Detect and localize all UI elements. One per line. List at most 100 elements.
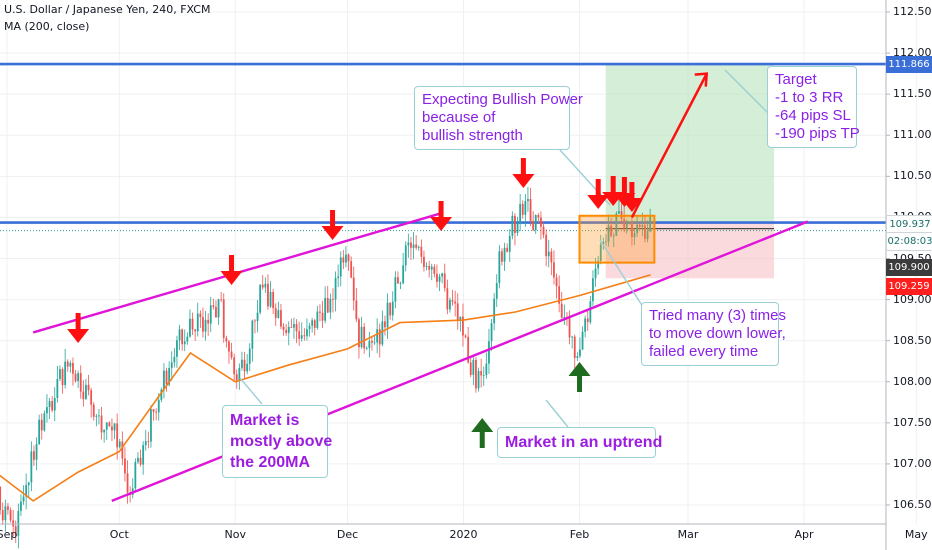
candle-body: [40, 419, 43, 431]
candle-body: [321, 312, 324, 321]
candle-body: [547, 251, 550, 257]
candle-body: [134, 462, 137, 489]
y-tick-label: 111.500: [893, 87, 932, 101]
candle-body: [303, 335, 306, 337]
y-tick-label: 107.000: [893, 456, 932, 470]
candles: [0, 187, 652, 549]
candle-body: [277, 310, 280, 318]
candle-body: [311, 320, 314, 326]
candle-body: [334, 278, 337, 300]
candle-body: [490, 323, 493, 342]
candle-body: [514, 215, 516, 233]
candle-body: [74, 373, 77, 382]
candle-body: [4, 506, 7, 521]
x-tick-label: Nov: [224, 528, 246, 541]
candle-body: [326, 297, 329, 313]
note-line: failed every time: [649, 343, 759, 360]
indicator-label: MA (200, close): [4, 20, 90, 33]
note-line: because of: [422, 109, 496, 126]
note-line: Tried many (3) times: [649, 307, 786, 324]
candle-body: [589, 301, 592, 323]
candle-body: [243, 359, 246, 372]
note-line: -64 pips SL: [775, 107, 851, 124]
candle-body: [139, 457, 142, 465]
x-tick-label: Apr: [794, 528, 814, 541]
candle-body: [625, 223, 628, 228]
symbol-title: U.S. Dollar / Japanese Yen, 240, FXCM: [4, 3, 211, 16]
candle-body: [394, 277, 397, 302]
candle-body: [199, 313, 202, 318]
candle-body: [462, 316, 464, 336]
candle-body: [534, 214, 537, 231]
candle-body: [64, 361, 67, 386]
arrow-head: [430, 217, 453, 231]
candle-body: [495, 283, 498, 299]
candle-body: [285, 329, 288, 333]
candle-body: [215, 306, 217, 318]
arrow-head: [471, 418, 494, 432]
candle-body: [415, 244, 418, 248]
note-target: Target -1 to 3 RR -64 pips SL -190 pips …: [767, 66, 860, 148]
down-arrow: [620, 182, 643, 212]
candle-body: [113, 423, 116, 431]
candle-body: [20, 501, 22, 511]
candle-body: [488, 341, 490, 364]
candle-body: [165, 370, 168, 385]
candle-body: [228, 341, 230, 352]
candle-body: [451, 300, 454, 302]
candle-body: [9, 510, 12, 521]
candle-body: [98, 415, 100, 417]
x-tick-label: Feb: [569, 528, 590, 541]
candle-body: [282, 326, 285, 330]
x-tick-label: 2020: [449, 528, 478, 541]
candle-body: [555, 277, 558, 287]
y-tick-label: 107.500: [893, 415, 932, 429]
candle-body: [152, 409, 155, 412]
candle-body: [459, 316, 462, 321]
candle-body: [516, 223, 519, 233]
candle-body: [287, 327, 290, 333]
candle-body: [592, 278, 594, 302]
price-tag: 111.866: [886, 56, 932, 74]
projection-arrow-head: [694, 72, 709, 87]
candle-body: [519, 203, 522, 224]
candle-body: [618, 211, 620, 214]
note-line: -1 to 3 RR: [775, 89, 844, 106]
down-arrow: [321, 210, 344, 240]
candle-body: [475, 359, 477, 389]
candle-body: [191, 318, 194, 330]
candle-body: [386, 302, 389, 328]
candle-body: [248, 348, 251, 364]
note-line: to move down lower,: [649, 325, 786, 342]
candle-body: [365, 347, 368, 349]
candle-body: [537, 214, 540, 218]
candle-body: [441, 273, 444, 277]
candle-body: [477, 370, 480, 389]
candle-body: [66, 361, 69, 367]
candle-body: [274, 308, 277, 318]
callout-pointer: [239, 377, 263, 405]
candle-body: [53, 397, 56, 411]
candle-body: [316, 311, 319, 328]
x-tick-label: May: [904, 528, 928, 541]
arrow-head: [220, 271, 243, 285]
candle-body: [472, 359, 475, 375]
candle-body: [433, 266, 436, 274]
candle-body: [100, 415, 103, 433]
candle-body: [576, 356, 579, 358]
candle-body: [217, 299, 220, 318]
candle-body: [178, 329, 181, 341]
note-line: Target: [775, 71, 817, 88]
candle-body: [579, 349, 581, 357]
candle-body: [605, 241, 607, 243]
down-arrow: [512, 158, 535, 188]
candle-body: [69, 362, 72, 367]
candle-body: [638, 224, 641, 227]
arrow-head: [321, 226, 344, 240]
candle-body: [646, 231, 649, 240]
candle-body: [438, 276, 441, 282]
callout-pointer: [599, 239, 646, 311]
candle-body: [147, 441, 150, 442]
candle-body: [220, 299, 223, 301]
